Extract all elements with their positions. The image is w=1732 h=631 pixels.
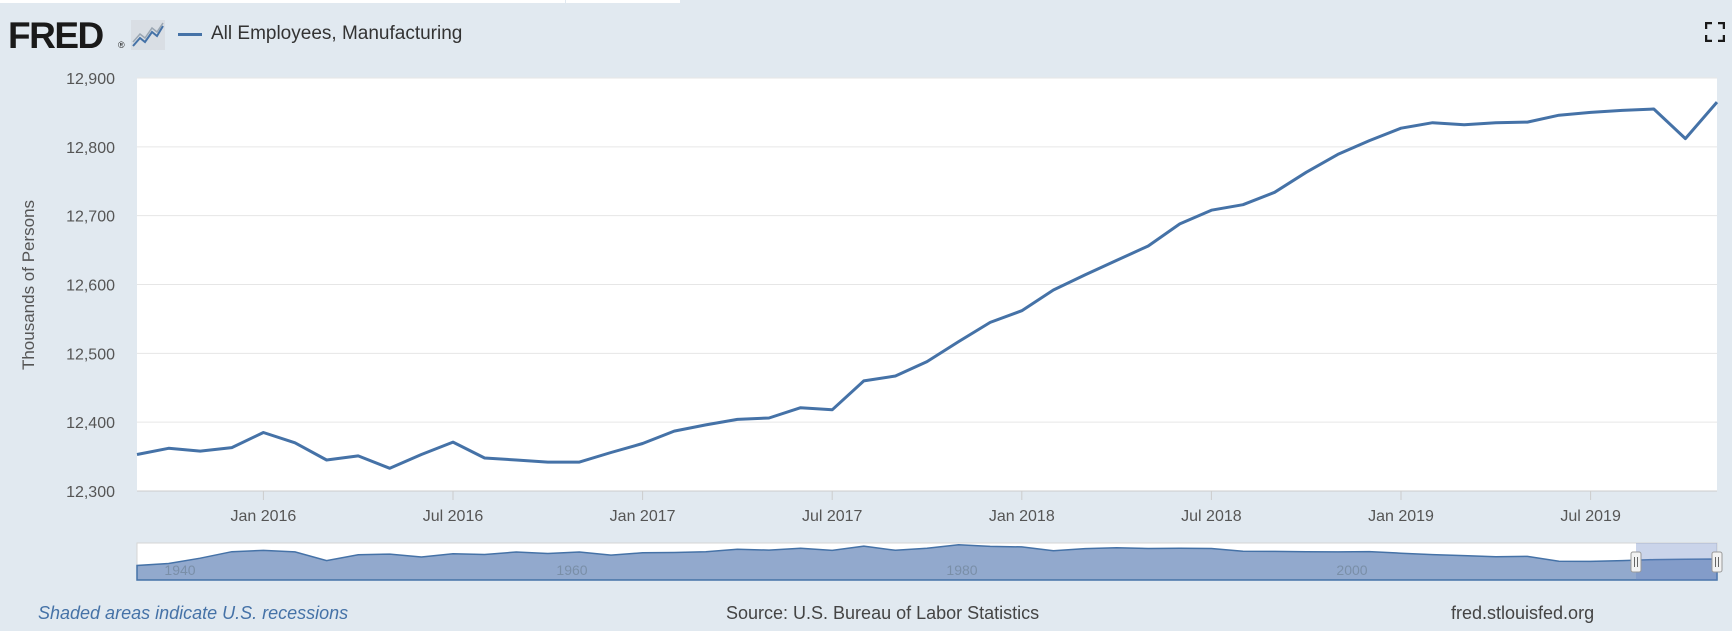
data-point xyxy=(1652,107,1655,110)
data-point xyxy=(1084,273,1087,276)
data-point xyxy=(230,446,233,449)
data-point xyxy=(1589,111,1592,114)
data-point xyxy=(388,467,391,470)
data-point xyxy=(1147,244,1150,247)
data-point xyxy=(1431,121,1434,124)
data-point xyxy=(1621,109,1624,112)
chart-area: 12,300 12,400 12,500 12,600 12,700 12,800 12,9… xyxy=(19,71,1723,581)
data-point xyxy=(578,461,581,464)
y-axis-title: Thousands of Persons xyxy=(19,200,38,370)
data-point xyxy=(862,379,865,382)
data-point xyxy=(515,459,518,462)
data-point xyxy=(452,441,455,444)
fred-graph-icon xyxy=(131,20,165,55)
data-point xyxy=(420,453,423,456)
y-tick-label: 12,800 xyxy=(66,140,115,157)
data-point xyxy=(1242,203,1245,206)
data-point xyxy=(357,454,360,457)
data-point xyxy=(294,441,297,444)
data-point xyxy=(1210,209,1213,212)
fullscreen-icon[interactable] xyxy=(1704,21,1726,43)
y-tick-label: 12,600 xyxy=(66,278,115,295)
data-point xyxy=(610,451,613,454)
site-link[interactable]: fred.stlouisfed.org xyxy=(1451,603,1595,623)
x-tick-label: Jan 2016 xyxy=(230,508,296,525)
navigator-year-label: 2000 xyxy=(1336,562,1367,578)
x-tick-label: Jul 2018 xyxy=(1181,508,1242,525)
data-point xyxy=(167,447,170,450)
navigator-year-label: 1940 xyxy=(164,562,195,578)
data-point xyxy=(1020,309,1023,312)
data-point xyxy=(1305,171,1308,174)
navigator-handle[interactable] xyxy=(1630,551,1642,573)
data-point xyxy=(1273,191,1276,194)
navigator-year-label: 1980 xyxy=(946,562,977,578)
x-tick-label: Jul 2016 xyxy=(423,508,484,525)
data-point xyxy=(1368,139,1371,142)
data-point xyxy=(1526,121,1529,124)
data-point xyxy=(1463,123,1466,126)
x-tick-label: Jul 2019 xyxy=(1560,508,1621,525)
data-point xyxy=(957,340,960,343)
x-tick-label: Jan 2019 xyxy=(1368,508,1434,525)
data-point xyxy=(831,408,834,411)
data-point xyxy=(483,456,486,459)
data-point xyxy=(1115,259,1118,262)
series-line xyxy=(136,101,1719,470)
y-tick-label: 12,400 xyxy=(66,415,115,432)
y-tick-label: 12,700 xyxy=(66,209,115,226)
data-point xyxy=(736,418,739,421)
x-tick-label: Jan 2018 xyxy=(989,508,1055,525)
data-point xyxy=(673,430,676,433)
navigator-selection xyxy=(1636,543,1717,580)
data-point xyxy=(136,453,139,456)
y-tick-label: 12,900 xyxy=(66,71,115,88)
chart-header: FRED ® All Employees, Manufacturing xyxy=(0,14,1732,58)
data-point xyxy=(1494,121,1497,124)
tab-segment xyxy=(566,0,680,3)
top-tab-strip xyxy=(0,0,1732,5)
navigator-year-label: 1960 xyxy=(556,562,587,578)
data-point xyxy=(894,375,897,378)
data-point xyxy=(1400,127,1403,130)
navigator-handle[interactable] xyxy=(1711,551,1723,573)
data-point xyxy=(641,442,644,445)
tab-segment xyxy=(0,0,565,3)
legend-item[interactable]: All Employees, Manufacturing xyxy=(178,14,462,54)
source-credit: Source: U.S. Bureau of Labor Statistics xyxy=(726,603,1040,623)
data-point xyxy=(768,417,771,420)
data-point xyxy=(325,459,328,462)
data-point xyxy=(1336,153,1339,156)
data-point xyxy=(1558,114,1561,117)
legend-swatch xyxy=(178,32,202,36)
data-point xyxy=(926,360,929,363)
data-point xyxy=(989,321,992,324)
data-point xyxy=(1052,289,1055,292)
recession-note: Shaded areas indicate U.S. recessions xyxy=(38,603,349,623)
data-point xyxy=(199,450,202,453)
data-point xyxy=(799,406,802,409)
data-point xyxy=(1716,101,1719,104)
data-point xyxy=(1684,137,1687,140)
x-tick-label: Jul 2017 xyxy=(802,508,863,525)
registered-mark: ® xyxy=(118,40,125,50)
data-point xyxy=(546,461,549,464)
y-tick-label: 12,300 xyxy=(66,484,115,501)
navigator-area xyxy=(136,544,1718,581)
y-tick-label: 12,500 xyxy=(66,346,115,363)
data-point xyxy=(262,431,265,434)
data-point xyxy=(704,423,707,426)
data-point xyxy=(1178,222,1181,225)
x-tick-label: Jan 2017 xyxy=(610,508,676,525)
fred-logo[interactable]: FRED xyxy=(8,15,104,56)
legend-label: All Employees, Manufacturing xyxy=(211,23,463,44)
